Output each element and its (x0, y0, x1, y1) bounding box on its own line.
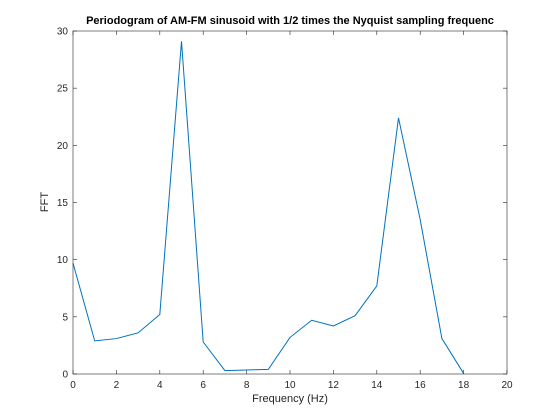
x-tick-label: 14 (371, 380, 383, 391)
x-tick-label: 10 (284, 380, 296, 391)
x-tick-label: 8 (244, 380, 250, 391)
x-tick-label: 20 (501, 380, 513, 391)
x-tick-label: 2 (114, 380, 120, 391)
y-tick-label: 0 (62, 370, 68, 381)
y-axis-ticks: 0 5 10 15 20 25 30 (57, 27, 507, 381)
y-tick-label: 5 (62, 312, 68, 323)
x-axis-label: Frequency (Hz) (252, 393, 328, 405)
x-tick-label: 4 (157, 380, 163, 391)
y-tick-label: 15 (57, 198, 69, 209)
x-tick-label: 6 (200, 380, 206, 391)
x-tick-label: 18 (458, 380, 470, 391)
x-tick-label: 16 (415, 380, 427, 391)
x-tick-label: 12 (328, 380, 340, 391)
x-tick-label: 0 (70, 380, 76, 391)
plot-area (73, 31, 507, 374)
series-line (72, 41, 465, 374)
y-tick-label: 20 (57, 141, 69, 152)
x-axis-ticks: 0 2 4 6 8 10 12 14 16 18 20 (70, 31, 513, 391)
y-tick-label: 25 (57, 84, 69, 95)
y-axis-label: FFT (39, 192, 51, 212)
y-tick-label: 10 (57, 255, 69, 266)
y-tick-label: 30 (57, 27, 69, 38)
axes-box (72, 30, 508, 375)
chart-title: Periodogram of AM-FM sinusoid with 1/2 t… (86, 15, 494, 27)
